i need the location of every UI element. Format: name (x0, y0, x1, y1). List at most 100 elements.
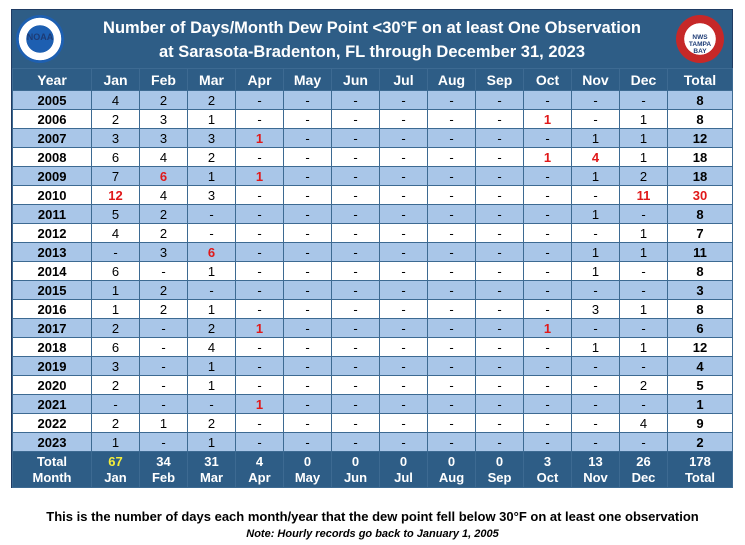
month-cell: - (187, 204, 236, 224)
column-header: Oct (523, 68, 572, 91)
month-total-label: Jan (104, 469, 127, 485)
month-cell: - (379, 261, 428, 281)
month-cell: 6 (91, 337, 140, 357)
month-cell: - (283, 356, 332, 376)
month-cell: - (379, 318, 428, 338)
month-cell: - (619, 318, 668, 338)
total-cell: 8 (667, 261, 733, 281)
month-cell: - (427, 166, 476, 186)
month-cell: - (523, 166, 572, 186)
month-cell: - (523, 413, 572, 433)
table-row: 2022 2 1 2- - - - - - - -4 9 (12, 413, 733, 433)
month-cell: 1 (523, 147, 572, 167)
year-cell: 2021 (12, 394, 92, 414)
month-total-value: 4 (255, 453, 264, 469)
month-cell: - (523, 204, 572, 224)
month-cell: 4 (91, 90, 140, 110)
month-cell: - (571, 356, 620, 376)
month-cell: - (379, 185, 428, 205)
header-row: Year Jan Feb Mar Apr May Jun Jul Aug Sep Oct Nov Dec… (12, 68, 733, 91)
month-cell: 3 (187, 128, 236, 148)
table-row: 2010 12 4 3- - - - - - - -11 30 (12, 185, 733, 205)
month-cell: - (283, 109, 332, 129)
total-cell: 8 (667, 90, 733, 110)
year-cell: 2018 (12, 337, 92, 357)
month-cell: - (427, 318, 476, 338)
table-row: 2005 4 2 2- - - - - - - - -8 (12, 90, 733, 110)
month-cell: - (139, 337, 188, 357)
month-total-value: 0 (399, 453, 408, 469)
month-cell: - (427, 242, 476, 262)
totals-label-line2: Month (32, 469, 72, 485)
month-cell: - (427, 204, 476, 224)
month-cell: 1 (571, 337, 620, 357)
column-header: Apr (235, 68, 284, 91)
column-header: Jan (91, 68, 140, 91)
month-cell: - (331, 318, 380, 338)
month-cell: - (283, 261, 332, 281)
table-row: 2023 1-1- - - - - - - - -2 (12, 432, 733, 452)
noaa-logo-icon: NOAA (16, 15, 64, 63)
month-cell: - (379, 166, 428, 186)
month-total-value: 26 (636, 453, 651, 469)
month-cell: - (283, 413, 332, 433)
table-row: 2014 6-1- - - - - - -1-8 (12, 261, 733, 281)
month-cell: - (523, 242, 572, 262)
month-total-cell: 0 May (283, 451, 332, 488)
month-total-value: 13 (588, 453, 603, 469)
month-cell: - (427, 375, 476, 395)
month-cell: - (571, 90, 620, 110)
month-cell: - (331, 166, 380, 186)
month-cell: 1 (235, 394, 284, 414)
month-cell: 2 (91, 375, 140, 395)
month-cell: 4 (139, 185, 188, 205)
month-cell: - (139, 261, 188, 281)
month-cell: 1 (619, 109, 668, 129)
table-row: 2008 6 4 2- - - - - -1 4 1 18 (12, 147, 733, 167)
month-cell: - (475, 261, 524, 281)
month-cell: 1 (571, 128, 620, 148)
total-cell: 8 (667, 109, 733, 129)
month-cell: - (523, 261, 572, 281)
month-cell: 2 (91, 413, 140, 433)
month-cell: - (331, 432, 380, 452)
month-cell: - (427, 90, 476, 110)
year-cell: 2010 (12, 185, 92, 205)
month-cell: - (331, 128, 380, 148)
month-cell: 6 (91, 261, 140, 281)
month-cell: - (235, 90, 284, 110)
month-cell: - (523, 185, 572, 205)
totals-label-line1: Total (36, 453, 68, 469)
month-cell: 3 (187, 185, 236, 205)
month-cell: - (523, 223, 572, 243)
month-cell: 6 (139, 166, 188, 186)
year-cell: 2007 (12, 128, 92, 148)
month-cell: - (427, 280, 476, 300)
month-cell: - (475, 90, 524, 110)
column-header: May (283, 68, 332, 91)
total-cell: 12 (667, 128, 733, 148)
month-cell: 4 (139, 147, 188, 167)
month-cell: - (283, 375, 332, 395)
month-cell: - (619, 90, 668, 110)
month-total-value: 3 (543, 453, 552, 469)
month-cell: - (235, 204, 284, 224)
month-cell: - (283, 204, 332, 224)
month-cell: - (283, 90, 332, 110)
noaa-logo-text: NOAA (26, 32, 54, 42)
month-total-value: 67 (108, 453, 123, 469)
table-row: 2015 1 2- - - - - - - - - -3 (12, 280, 733, 300)
month-cell: - (139, 356, 188, 376)
month-cell: 4 (91, 223, 140, 243)
month-cell: - (139, 375, 188, 395)
dew-point-table: Year Jan Feb Mar Apr May Jun Jul Aug Sep Oct Nov Dec… (12, 68, 733, 488)
month-cell: - (571, 394, 620, 414)
month-cell: - (571, 432, 620, 452)
year-cell: 2012 (12, 223, 92, 243)
month-cell: - (523, 432, 572, 452)
month-cell: 3 (139, 242, 188, 262)
month-cell: 11 (619, 185, 668, 205)
month-cell: 2 (187, 147, 236, 167)
month-cell: - (427, 147, 476, 167)
total-cell: 18 (667, 166, 733, 186)
